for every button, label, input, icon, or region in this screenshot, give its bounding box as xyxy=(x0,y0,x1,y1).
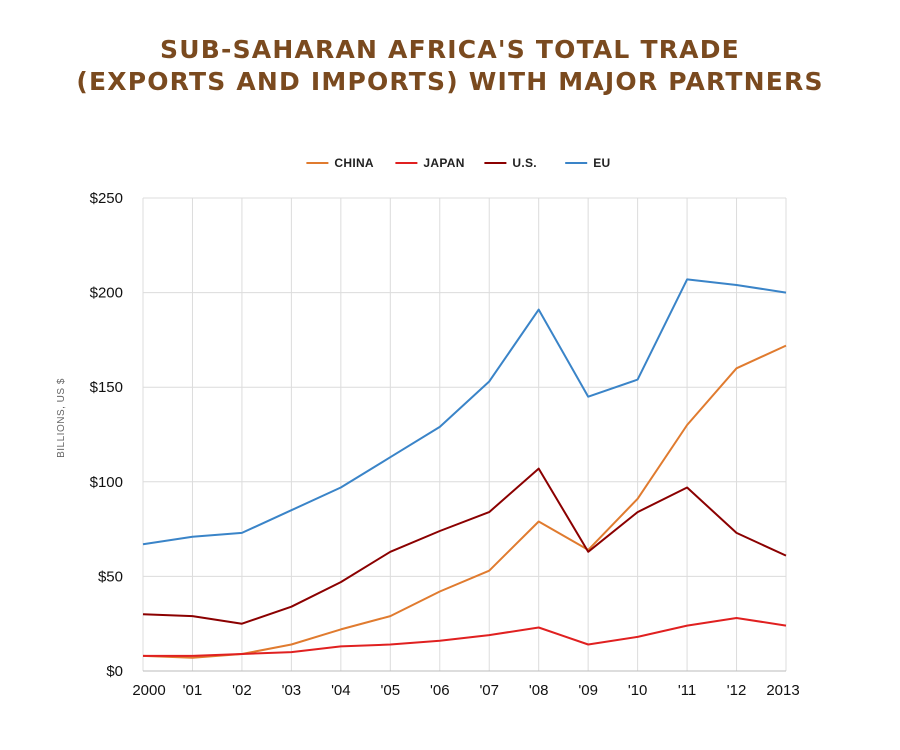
series-line-eu xyxy=(142,278,787,546)
y-tick-label: $100 xyxy=(90,474,123,491)
series-line-china xyxy=(142,344,787,659)
x-tick-label: '05 xyxy=(381,682,401,699)
x-tick-label: '03 xyxy=(282,682,302,699)
x-tick-label: '09 xyxy=(578,682,598,699)
series-lines xyxy=(142,278,787,659)
x-tick-label: '02 xyxy=(232,682,252,699)
x-tick-label: 2013 xyxy=(766,682,799,699)
x-tick-label: '10 xyxy=(628,682,648,699)
grid xyxy=(142,197,787,672)
series-line-us xyxy=(142,467,787,625)
x-tick-label: '04 xyxy=(331,682,351,699)
y-tick-label: $150 xyxy=(90,379,123,396)
x-tick-label: '12 xyxy=(727,682,747,699)
x-tick-label: '11 xyxy=(678,682,696,699)
y-tick-label: $250 xyxy=(90,190,123,207)
chart-title-line-1: SUB-SAHARAN AFRICA'S TOTAL TRADE xyxy=(160,35,740,64)
legend: CHINA JAPAN U.S. EU xyxy=(306,156,610,170)
chart-title-line-2: (EXPORTS AND IMPORTS) WITH MAJOR PARTNER… xyxy=(76,67,824,96)
series-line-japan xyxy=(143,617,787,657)
legend-label: EU xyxy=(593,156,610,170)
x-tick-label: '06 xyxy=(430,682,450,699)
y-axis-label: BILLIONS, US $ xyxy=(56,378,67,458)
y-tick-label: $0 xyxy=(106,663,123,680)
x-tick-label: '08 xyxy=(529,682,549,699)
legend-label: JAPAN xyxy=(423,156,464,170)
x-tick-label: '07 xyxy=(479,682,499,699)
x-tick-label: '01 xyxy=(183,682,203,699)
x-tick-label: 2000 xyxy=(132,682,165,699)
chart-title: SUB-SAHARAN AFRICA'S TOTAL TRADE (EXPORT… xyxy=(0,34,900,98)
y-tick-label: $200 xyxy=(90,285,123,302)
y-tick-label: $50 xyxy=(98,568,123,585)
axes: $0 $50 $100 $150 $200 $250 2000 '01 '02 '03 '04 '05… xyxy=(56,190,800,699)
legend-label: CHINA xyxy=(334,156,374,170)
legend-label: U.S. xyxy=(512,156,537,170)
